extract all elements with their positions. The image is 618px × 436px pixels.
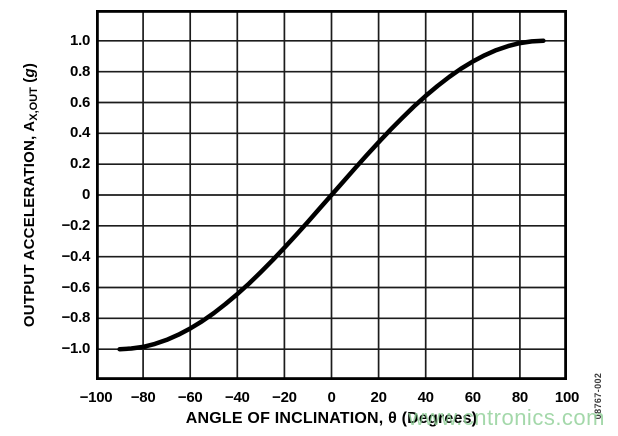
x-tick-label: −60 [177,389,203,406]
x-tick-label: 40 [417,389,434,406]
x-tick-label: 20 [370,389,387,406]
y-tick-label: −0.6 [61,278,91,296]
y-tick-label: 1.0 [70,31,90,49]
y-tick-label: 0 [81,186,90,203]
y-tick-label: −0.2 [61,216,91,234]
y-tick-label: 0.8 [70,62,90,80]
x-axis-title: ANGLE OF INCLINATION, θ (Degrees) [185,410,478,427]
x-tick-label: 60 [464,389,481,406]
y-tick-label: −1.0 [61,340,91,358]
x-tick-label: 80 [511,389,528,406]
y-tick-label: −0.4 [61,247,91,265]
x-tick-label: −20 [272,389,297,406]
x-tick-label: 100 [554,389,580,406]
y-tick-label: 0.4 [70,124,90,142]
x-tick-label: −80 [130,389,156,406]
x-tick-label: −100 [79,389,113,406]
y-tick-label: −0.8 [61,309,91,327]
data-curve [117,38,546,352]
x-tick-label: −40 [225,389,250,406]
plot-frame [96,10,567,380]
y-tick-label: 0.2 [70,155,90,173]
watermark: www.cntronics.com [408,405,605,430]
x-tick-label: 0 [327,389,336,406]
plot-area [96,10,567,380]
y-tick-label: 0.6 [70,93,90,111]
